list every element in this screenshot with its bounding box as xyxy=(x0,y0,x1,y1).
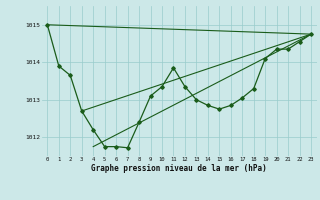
X-axis label: Graphe pression niveau de la mer (hPa): Graphe pression niveau de la mer (hPa) xyxy=(91,164,267,173)
